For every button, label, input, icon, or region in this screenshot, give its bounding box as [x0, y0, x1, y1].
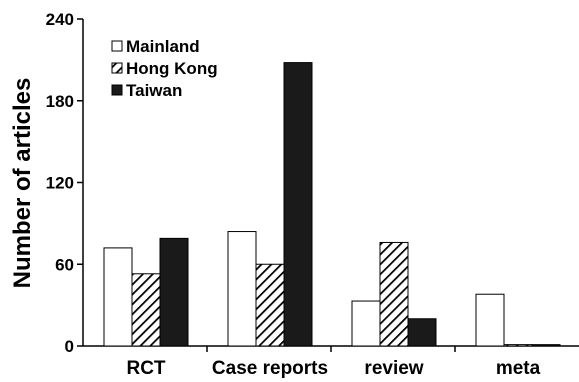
legend-label: Mainland [126, 37, 200, 56]
y-tick-label: 120 [46, 174, 74, 193]
y-tick-label: 240 [46, 10, 74, 29]
category-label: meta [496, 358, 541, 379]
y-axis-label: Number of articles [9, 78, 36, 289]
bar [379, 241, 409, 347]
bar [531, 344, 561, 347]
bar [503, 344, 533, 347]
bar [227, 231, 257, 347]
legend-swatch [111, 40, 123, 52]
legend-label: Taiwan [126, 81, 182, 100]
y-tick-label: 0 [65, 337, 74, 356]
category-label: RCT [126, 358, 165, 379]
bar [475, 293, 505, 347]
bar [159, 237, 189, 347]
plot-area: 0 60 120 180 240 RCT Case reports review meta Mai… [46, 10, 579, 379]
category-label: review [364, 358, 423, 379]
bar [131, 273, 161, 347]
legend-swatch [111, 84, 123, 96]
legend-swatch [111, 62, 123, 74]
bar [255, 263, 285, 347]
bar [407, 318, 437, 347]
y-tick-label: 60 [55, 255, 74, 274]
bar [283, 62, 313, 347]
bar [351, 300, 381, 347]
category-label: Case reports [212, 358, 328, 379]
y-tick-label: 180 [46, 92, 74, 111]
legend-label: Hong Kong [126, 59, 218, 78]
bar [103, 247, 133, 347]
